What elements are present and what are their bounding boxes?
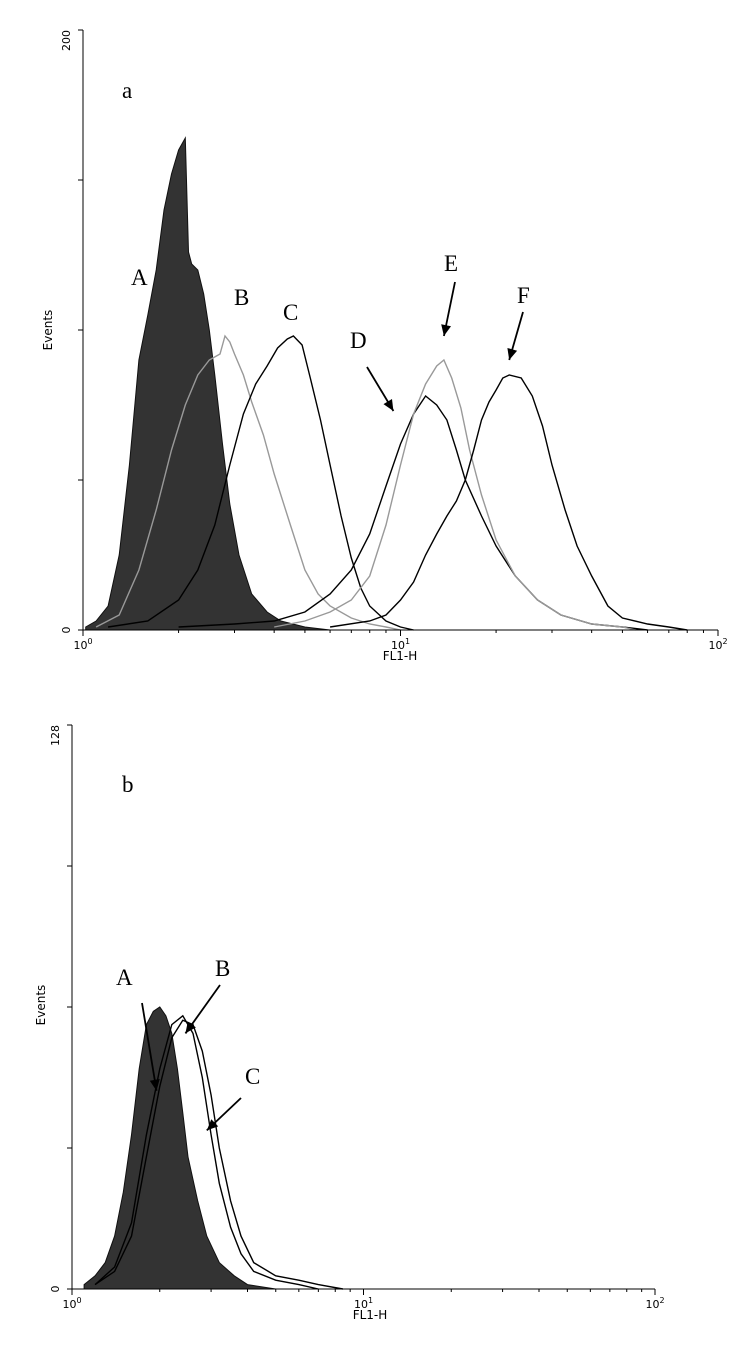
series-label-A: A	[116, 965, 133, 990]
histogram-C-line	[94, 1019, 344, 1290]
x-tick-label: 102	[645, 1296, 664, 1311]
series-label-B: B	[215, 956, 230, 981]
arrow-head-E	[441, 324, 451, 336]
series-label-B: B	[234, 285, 249, 310]
arrow-head-D	[383, 399, 394, 411]
x-tick-label: 101	[354, 1296, 373, 1311]
y-axis-title: Events	[41, 310, 55, 351]
series-label-F: F	[517, 283, 530, 308]
y-tick-label: 128	[49, 725, 62, 746]
histogram-B-line	[95, 334, 401, 631]
arrow-head-B	[185, 1021, 196, 1034]
histogram-C-line	[107, 335, 414, 631]
histogram-A-filled	[85, 136, 331, 631]
chart-panel-b: 0 128 100 101 102 Events FL1-H b A B C	[34, 724, 665, 1322]
series-label-C: C	[245, 1064, 260, 1089]
x-axis-title: FL1-H	[353, 1308, 388, 1322]
x-tick-label: 100	[73, 637, 92, 652]
arrow-head-F	[507, 348, 518, 360]
panel-label: b	[122, 772, 134, 797]
histogram-B-line	[94, 1014, 319, 1290]
chart-panel-a: 0 200 100 101 102 Events FL1-H a A B C D E F	[41, 29, 728, 663]
x-tick-label: 102	[708, 637, 727, 652]
series-label-D: D	[350, 328, 367, 353]
y-tick-label: 200	[60, 30, 73, 51]
histogram-E-line	[274, 358, 636, 631]
histogram-A-filled	[83, 1006, 276, 1290]
x-tick-label: 100	[62, 1296, 81, 1311]
x-tick-label: 101	[391, 637, 410, 652]
arrow-head-A	[149, 1079, 160, 1091]
series-label-A: A	[131, 265, 148, 290]
y-tick-label: 0	[49, 1286, 62, 1293]
histogram-F-line	[329, 374, 688, 631]
x-axis-title: FL1-H	[383, 649, 418, 663]
arrow-head-C	[206, 1119, 219, 1131]
series-label-E: E	[444, 251, 458, 276]
arrow-shaft-A	[141, 1002, 158, 1091]
y-tick-label: 0	[60, 627, 73, 634]
series-label-C: C	[283, 300, 298, 325]
y-axis-title: Events	[34, 985, 48, 1026]
panel-label: a	[122, 78, 132, 103]
